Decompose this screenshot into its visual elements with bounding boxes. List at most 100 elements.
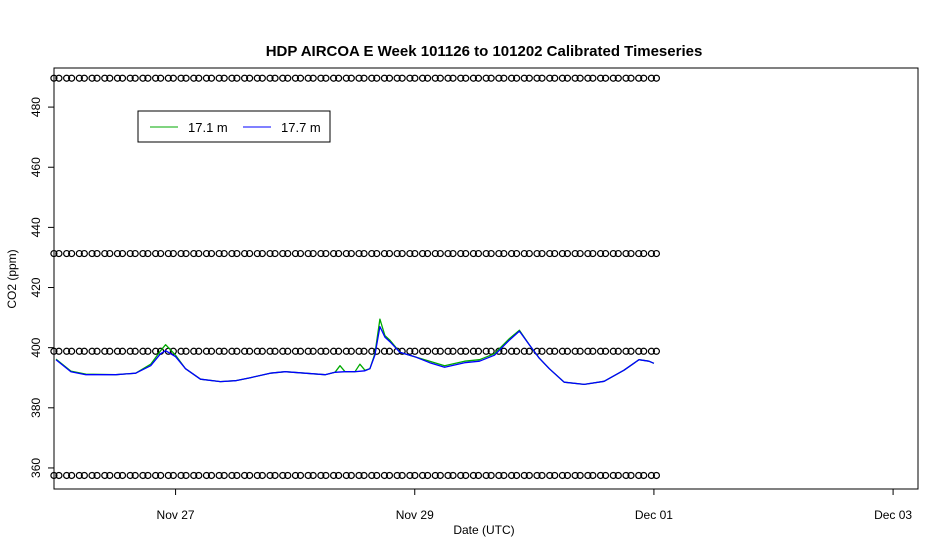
calibration-point <box>373 249 381 258</box>
calibration-point <box>152 249 160 258</box>
calibration-point <box>647 347 656 355</box>
calibration-point <box>640 74 648 82</box>
calibration-point <box>322 347 330 355</box>
calibration-point <box>571 249 579 258</box>
calibration-point <box>398 74 406 82</box>
calibration-point <box>317 347 325 355</box>
legend-label-17-1m: 17.1 m <box>188 120 228 135</box>
calibration-point <box>317 74 325 82</box>
calibration-point <box>118 249 127 258</box>
calibration-point <box>449 249 457 258</box>
calibration-point <box>304 471 312 480</box>
calibration-point <box>360 249 368 258</box>
calibration-point <box>385 347 394 355</box>
calibration-point <box>144 74 152 82</box>
calibration-point <box>195 249 203 258</box>
calibration-point <box>635 249 643 258</box>
calibration-point <box>418 249 427 258</box>
calibration-point <box>207 471 216 480</box>
calibration-point <box>462 347 470 355</box>
calibration-point <box>279 347 287 355</box>
y-tick-label: 480 <box>29 97 43 117</box>
calibration-point <box>144 347 152 355</box>
calibration-point <box>233 471 241 480</box>
calibration-point <box>296 471 305 480</box>
calibration-point <box>220 74 228 82</box>
calibration-point <box>329 347 338 355</box>
calibration-point <box>126 347 134 355</box>
calibration-point <box>63 471 71 480</box>
calibration-point <box>576 249 584 258</box>
calibration-point <box>423 347 432 355</box>
calibration-point <box>334 249 343 258</box>
calibration-point <box>195 74 203 82</box>
calibration-point <box>500 347 508 355</box>
calibration-point <box>118 74 127 82</box>
calibration-point <box>322 74 330 82</box>
y-tick-label: 360 <box>29 458 43 478</box>
calibration-point <box>266 249 274 258</box>
calibration-point <box>635 471 643 480</box>
calibration-point <box>101 471 109 480</box>
calibration-point <box>462 471 470 480</box>
calibration-point <box>233 74 241 82</box>
y-tick-label: 380 <box>29 397 43 417</box>
calibration-point <box>406 347 414 355</box>
calibration-point <box>525 249 533 258</box>
calibration-point <box>190 471 198 480</box>
y-tick-label: 460 <box>29 157 43 177</box>
x-tick-label: Nov 29 <box>396 508 434 522</box>
calibration-point <box>271 471 279 480</box>
calibration-point <box>347 249 355 258</box>
calibration-point <box>253 347 261 355</box>
calibration-point <box>207 74 216 82</box>
calibration-point <box>474 471 483 480</box>
calibration-point <box>380 347 389 355</box>
calibration-point <box>169 249 177 258</box>
chart-title: HDP AIRCOA E Week 101126 to 101202 Calib… <box>266 43 703 60</box>
calibration-point <box>63 249 71 258</box>
calibration-point <box>627 74 635 82</box>
calibration-point <box>80 471 88 480</box>
calibration-point <box>322 249 330 258</box>
calibration-point <box>614 471 622 480</box>
calibration-point <box>444 249 452 258</box>
calibration-point <box>101 74 109 82</box>
calibration-point <box>457 249 465 258</box>
calibration-point <box>495 74 503 82</box>
legend-label-17-7m: 17.7 m <box>281 120 321 135</box>
calibration-point <box>627 347 635 355</box>
calibration-point <box>164 249 172 258</box>
calibration-point <box>546 249 554 258</box>
calibration-point <box>284 249 292 258</box>
calibration-point <box>406 74 414 82</box>
calibration-point <box>233 347 241 355</box>
calibration-point <box>68 347 76 355</box>
x-tick-label: Nov 27 <box>157 508 195 522</box>
calibration-point <box>576 347 584 355</box>
calibration-point <box>436 74 444 82</box>
y-axis-label: CO2 (ppm) <box>5 249 19 308</box>
calibration-point <box>551 471 559 480</box>
calibration-point <box>436 471 444 480</box>
calibration-point <box>50 347 58 355</box>
calibration-point <box>533 74 541 82</box>
calibration-point <box>88 347 96 355</box>
calibration-point <box>589 471 597 480</box>
calibration-point <box>342 74 350 82</box>
calibration-point <box>113 249 122 258</box>
calibration-point <box>393 249 401 258</box>
calibration-point <box>241 249 249 258</box>
calibration-point <box>500 249 508 258</box>
calibration-point <box>411 347 419 355</box>
calibration-point <box>563 74 572 82</box>
calibration-point <box>652 74 661 82</box>
calibration-point <box>652 471 661 480</box>
calibration-point <box>131 249 139 258</box>
calibration-point <box>266 74 274 82</box>
calibration-point <box>444 347 452 355</box>
calibration-point <box>291 471 300 480</box>
calibration-point <box>266 347 274 355</box>
calibration-point <box>246 74 254 82</box>
calibration-point <box>373 74 381 82</box>
